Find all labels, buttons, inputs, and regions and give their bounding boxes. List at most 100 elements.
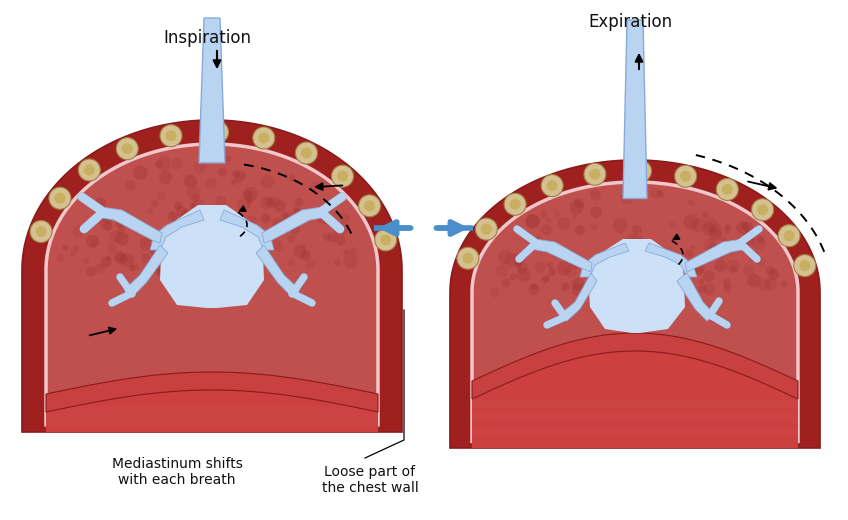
Circle shape [602,267,613,278]
Circle shape [197,222,202,227]
Circle shape [294,198,304,207]
Circle shape [73,226,85,238]
Circle shape [743,222,753,231]
Circle shape [757,204,768,215]
Circle shape [349,247,356,255]
Circle shape [546,218,551,223]
Circle shape [671,271,682,282]
Circle shape [757,279,771,292]
Circle shape [180,259,192,271]
Circle shape [106,256,111,261]
Circle shape [744,231,751,239]
Polygon shape [587,239,685,333]
Circle shape [49,187,71,209]
Circle shape [159,245,166,253]
Circle shape [667,282,678,294]
Circle shape [665,282,678,296]
Circle shape [265,198,276,207]
Circle shape [590,189,600,200]
Circle shape [228,258,234,264]
Circle shape [575,225,585,235]
Circle shape [274,200,286,212]
Circle shape [247,216,258,227]
Circle shape [481,224,492,235]
Circle shape [140,224,151,235]
Circle shape [766,266,774,275]
Circle shape [116,138,138,160]
Circle shape [290,225,299,235]
Circle shape [160,125,182,147]
Circle shape [621,191,634,204]
Circle shape [650,187,661,198]
Circle shape [186,186,200,200]
Circle shape [498,250,513,264]
Circle shape [225,155,232,162]
Circle shape [220,238,228,246]
Circle shape [704,238,716,251]
Circle shape [717,178,739,200]
Circle shape [100,218,113,230]
Circle shape [709,243,717,251]
Circle shape [659,269,672,281]
Circle shape [548,268,556,276]
Circle shape [534,236,543,243]
Polygon shape [472,182,798,441]
Circle shape [84,164,95,175]
Circle shape [232,170,240,178]
Circle shape [504,193,526,215]
Circle shape [332,165,354,187]
Circle shape [125,180,137,191]
Circle shape [622,243,630,251]
Circle shape [661,251,667,257]
Circle shape [572,283,585,297]
Circle shape [531,283,538,290]
Circle shape [715,260,727,272]
Circle shape [118,223,126,232]
Circle shape [541,224,552,236]
Circle shape [669,222,676,228]
Circle shape [133,166,148,180]
Circle shape [287,258,295,266]
Circle shape [673,274,680,281]
Circle shape [300,243,306,249]
Circle shape [743,264,755,277]
Circle shape [528,284,539,295]
Circle shape [764,277,778,290]
Circle shape [690,244,695,250]
Circle shape [73,245,79,252]
Circle shape [269,197,281,207]
Circle shape [375,229,397,251]
Circle shape [255,254,262,261]
Circle shape [555,211,561,217]
Circle shape [235,175,243,184]
Circle shape [155,161,163,168]
Circle shape [157,267,163,273]
Polygon shape [580,243,629,277]
Polygon shape [531,239,592,272]
Circle shape [57,254,64,262]
Circle shape [168,211,178,221]
Circle shape [218,167,226,177]
Circle shape [158,238,171,251]
Circle shape [683,214,699,229]
Polygon shape [623,20,647,199]
Circle shape [704,270,715,282]
Circle shape [572,214,577,219]
Polygon shape [46,418,378,426]
Circle shape [525,214,539,228]
Circle shape [543,275,550,282]
Circle shape [794,255,816,277]
Circle shape [516,262,522,268]
Circle shape [688,266,697,276]
Circle shape [139,238,153,251]
Polygon shape [220,210,274,250]
Circle shape [700,256,706,262]
Circle shape [287,235,295,243]
Circle shape [751,199,773,220]
Circle shape [731,266,737,272]
Circle shape [103,222,112,231]
Circle shape [572,278,585,291]
Polygon shape [150,210,204,250]
Circle shape [629,160,651,182]
Circle shape [570,256,583,269]
